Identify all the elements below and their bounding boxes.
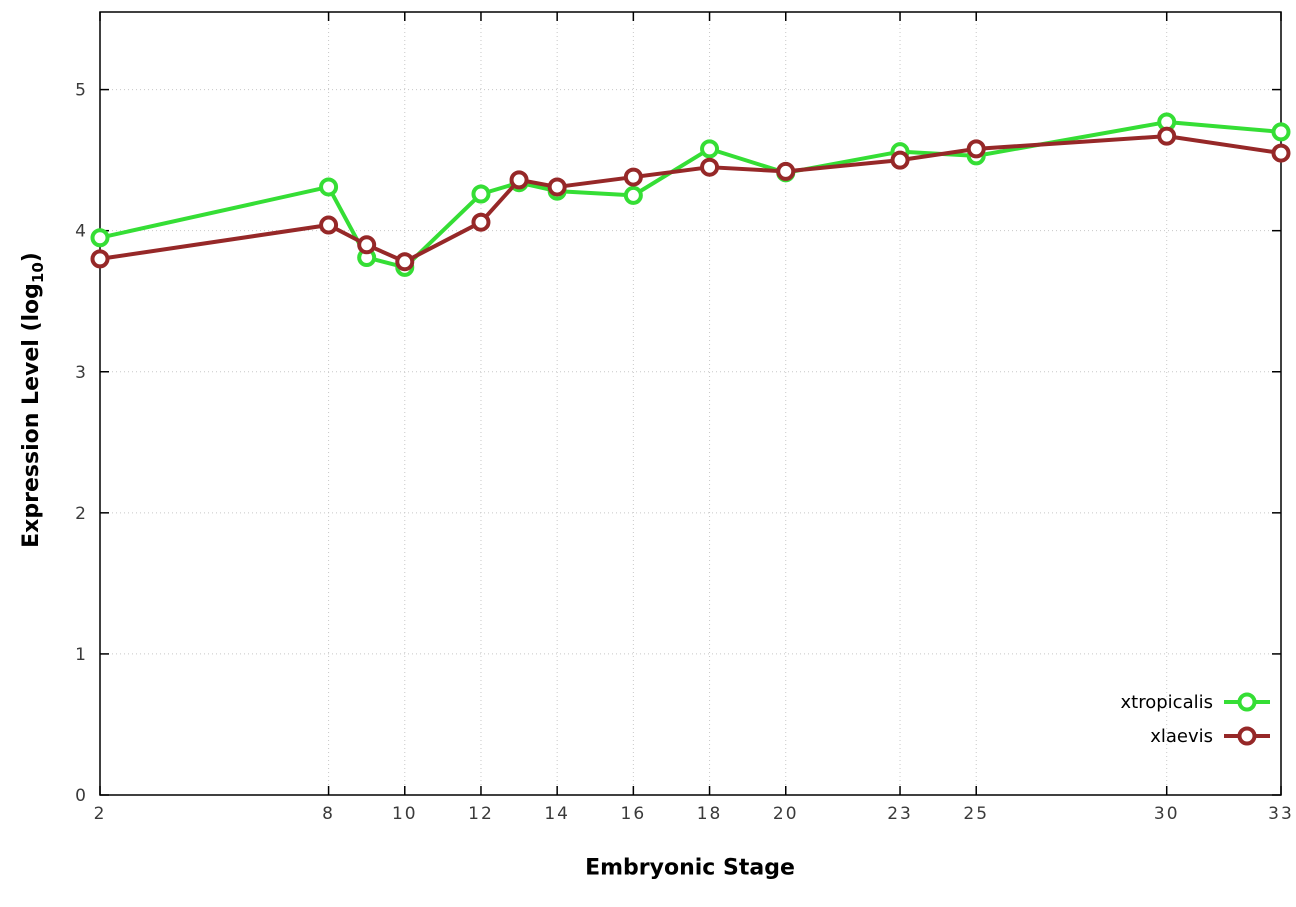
data-point-xtropicalis <box>471 184 491 204</box>
x-tick-label: 2 <box>94 804 107 824</box>
y-axis-title: Expression Level (log10) <box>19 252 47 548</box>
data-point-xtropicalis <box>623 185 643 205</box>
plot-border <box>99 11 1282 796</box>
x-tick-label: 8 <box>322 804 335 824</box>
data-point-xlaevis <box>966 139 986 159</box>
y-tick-label: 4 <box>75 222 88 242</box>
y-axis-title-subscript: 10 <box>29 262 48 284</box>
legend-label-xtropicalis: xtropicalis <box>1121 692 1213 713</box>
x-tick-label: 18 <box>697 804 723 824</box>
data-point-xlaevis <box>509 170 529 190</box>
legend-label-xlaevis: xlaevis <box>1150 726 1213 747</box>
series-line-xtropicalis <box>98 120 1283 270</box>
x-tick-label: 30 <box>1154 804 1180 824</box>
legend-marker-xtropicalis <box>1237 692 1257 712</box>
data-point-xlaevis <box>776 161 796 181</box>
data-point-xtropicalis <box>90 228 110 248</box>
data-point-xtropicalis <box>1271 122 1291 142</box>
data-point-xlaevis <box>319 215 339 235</box>
data-point-xlaevis <box>700 157 720 177</box>
data-point-xtropicalis <box>319 177 339 197</box>
data-point-xlaevis <box>890 150 910 170</box>
legend-marker-xlaevis <box>1237 726 1257 746</box>
x-tick-label: 10 <box>392 804 418 824</box>
y-tick-label: 5 <box>75 81 88 101</box>
x-tick-label: 23 <box>887 804 913 824</box>
x-axis-title: Embryonic Stage <box>585 855 795 881</box>
y-axis-title-text: Expression Level (log <box>18 283 44 548</box>
data-point-xtropicalis <box>700 139 720 159</box>
x-tick-label: 20 <box>773 804 799 824</box>
x-tick-label: 25 <box>963 804 989 824</box>
data-point-xlaevis <box>90 249 110 269</box>
data-point-xlaevis <box>1271 143 1291 163</box>
data-point-xlaevis <box>395 252 415 272</box>
y-tick-label: 0 <box>75 786 88 806</box>
x-tick-label: 33 <box>1268 804 1294 824</box>
data-point-xlaevis <box>1157 126 1177 146</box>
x-tick-label: 16 <box>621 804 647 824</box>
x-tick-label: 14 <box>544 804 570 824</box>
data-point-xlaevis <box>357 235 377 255</box>
y-axis-title-close: ) <box>18 252 44 263</box>
x-tick-label: 12 <box>468 804 494 824</box>
data-point-xlaevis <box>623 167 643 187</box>
y-tick-label: 3 <box>75 363 88 383</box>
data-point-xlaevis <box>547 177 567 197</box>
y-tick-label: 1 <box>75 645 88 665</box>
data-point-xlaevis <box>471 212 491 232</box>
y-tick-label: 2 <box>75 504 88 524</box>
